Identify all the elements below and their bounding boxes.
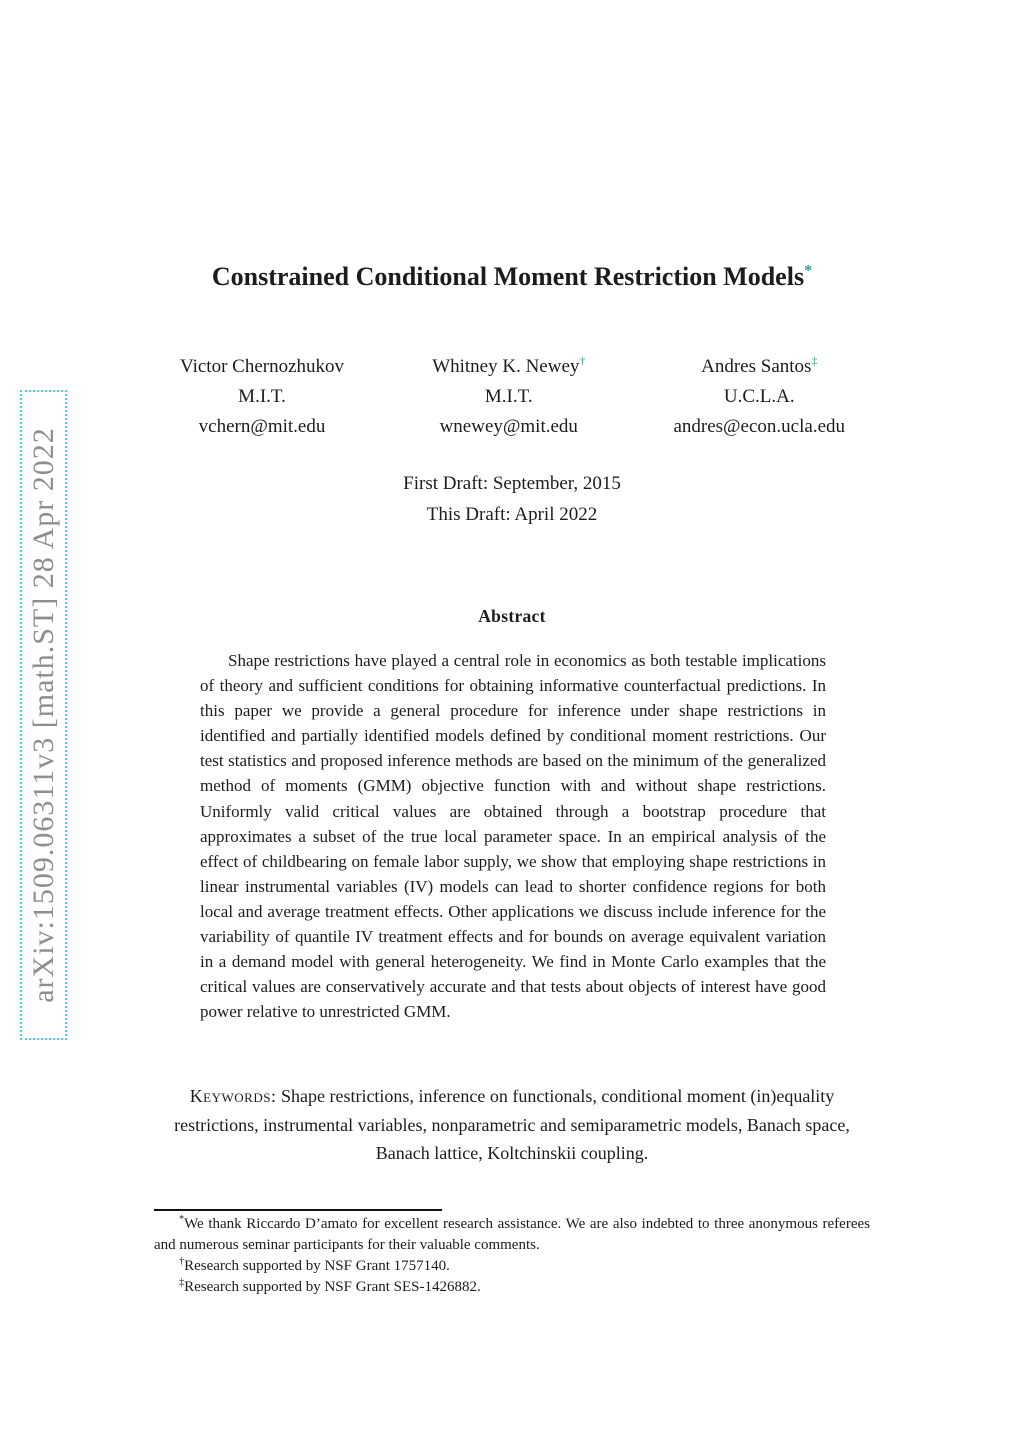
author-3-name: Andres Santos: [701, 356, 812, 377]
author-2: Whitney K. Newey† M.I.T. wnewey@mit.edu: [432, 352, 585, 442]
abstract-body: Shape restrictions have played a central…: [200, 651, 826, 1022]
author-3-email: andres@econ.ucla.edu: [673, 416, 845, 437]
arxiv-watermark-frame: arXiv:1509.06311v3 [math.ST] 28 Apr 2022: [20, 390, 67, 1040]
author-1-affiliation: M.I.T.: [238, 386, 286, 407]
paper-title: Constrained Conditional Moment Restricti…: [0, 262, 1024, 292]
author-2-name: Whitney K. Newey: [432, 356, 580, 377]
footnote-block: *We thank Riccardo D’amato for excellent…: [154, 1214, 870, 1298]
author-1-name-line: Victor Chernozhukov: [180, 352, 344, 382]
author-1-email: vchern@mit.edu: [198, 416, 326, 437]
footnote-nsf-1757140: †Research supported by NSF Grant 1757140…: [154, 1256, 870, 1277]
draft-dates: First Draft: September, 2015 This Draft:…: [0, 468, 1024, 530]
footnote-thanks: *We thank Riccardo D’amato for excellent…: [154, 1214, 870, 1256]
author-1-name: Victor Chernozhukov: [180, 356, 345, 377]
author-2-name-line: Whitney K. Newey†: [432, 352, 585, 382]
author-block: Victor Chernozhukov M.I.T. vchern@mit.ed…: [180, 352, 845, 442]
author-1: Victor Chernozhukov M.I.T. vchern@mit.ed…: [180, 352, 344, 442]
author-2-email: wnewey@mit.edu: [439, 416, 578, 437]
first-draft-line: First Draft: September, 2015: [403, 473, 621, 494]
author-3-affiliation: U.C.L.A.: [723, 386, 795, 407]
footnote-nsf-1757140-mark: †: [179, 1256, 185, 1267]
author-3: Andres Santos‡ U.C.L.A. andres@econ.ucla…: [673, 352, 845, 442]
footnote-nsf-ses-1426882-mark: ‡: [179, 1277, 185, 1288]
title-footnote-mark-link[interactable]: *: [804, 262, 813, 280]
author-3-name-line: Andres Santos‡: [673, 352, 845, 382]
footnote-nsf-ses-1426882-text: Research supported by NSF Grant SES-1426…: [184, 1279, 481, 1295]
footnote-divider-rule: [154, 1209, 442, 1211]
footnote-nsf-ses-1426882: ‡Research supported by NSF Grant SES-142…: [154, 1277, 870, 1298]
author-3-footnote-mark-link[interactable]: ‡: [811, 354, 818, 368]
keywords-label: Keywords:: [189, 1086, 277, 1106]
keywords-paragraph: Keywords: Shape restrictions, inference …: [154, 1082, 870, 1168]
author-2-footnote-mark-link[interactable]: †: [579, 354, 586, 368]
this-draft-line: This Draft: April 2022: [426, 504, 598, 525]
abstract-heading: Abstract: [478, 606, 546, 626]
paper-title-text: Constrained Conditional Moment Restricti…: [211, 262, 805, 291]
footnote-thanks-text: We thank Riccardo D’amato for excellent …: [154, 1216, 870, 1253]
keywords-text: Shape restrictions, inference on functio…: [174, 1086, 850, 1163]
author-2-affiliation: M.I.T.: [484, 386, 533, 407]
footnote-thanks-mark: *: [179, 1214, 185, 1225]
footnote-nsf-1757140-text: Research supported by NSF Grant 1757140.: [184, 1258, 450, 1274]
